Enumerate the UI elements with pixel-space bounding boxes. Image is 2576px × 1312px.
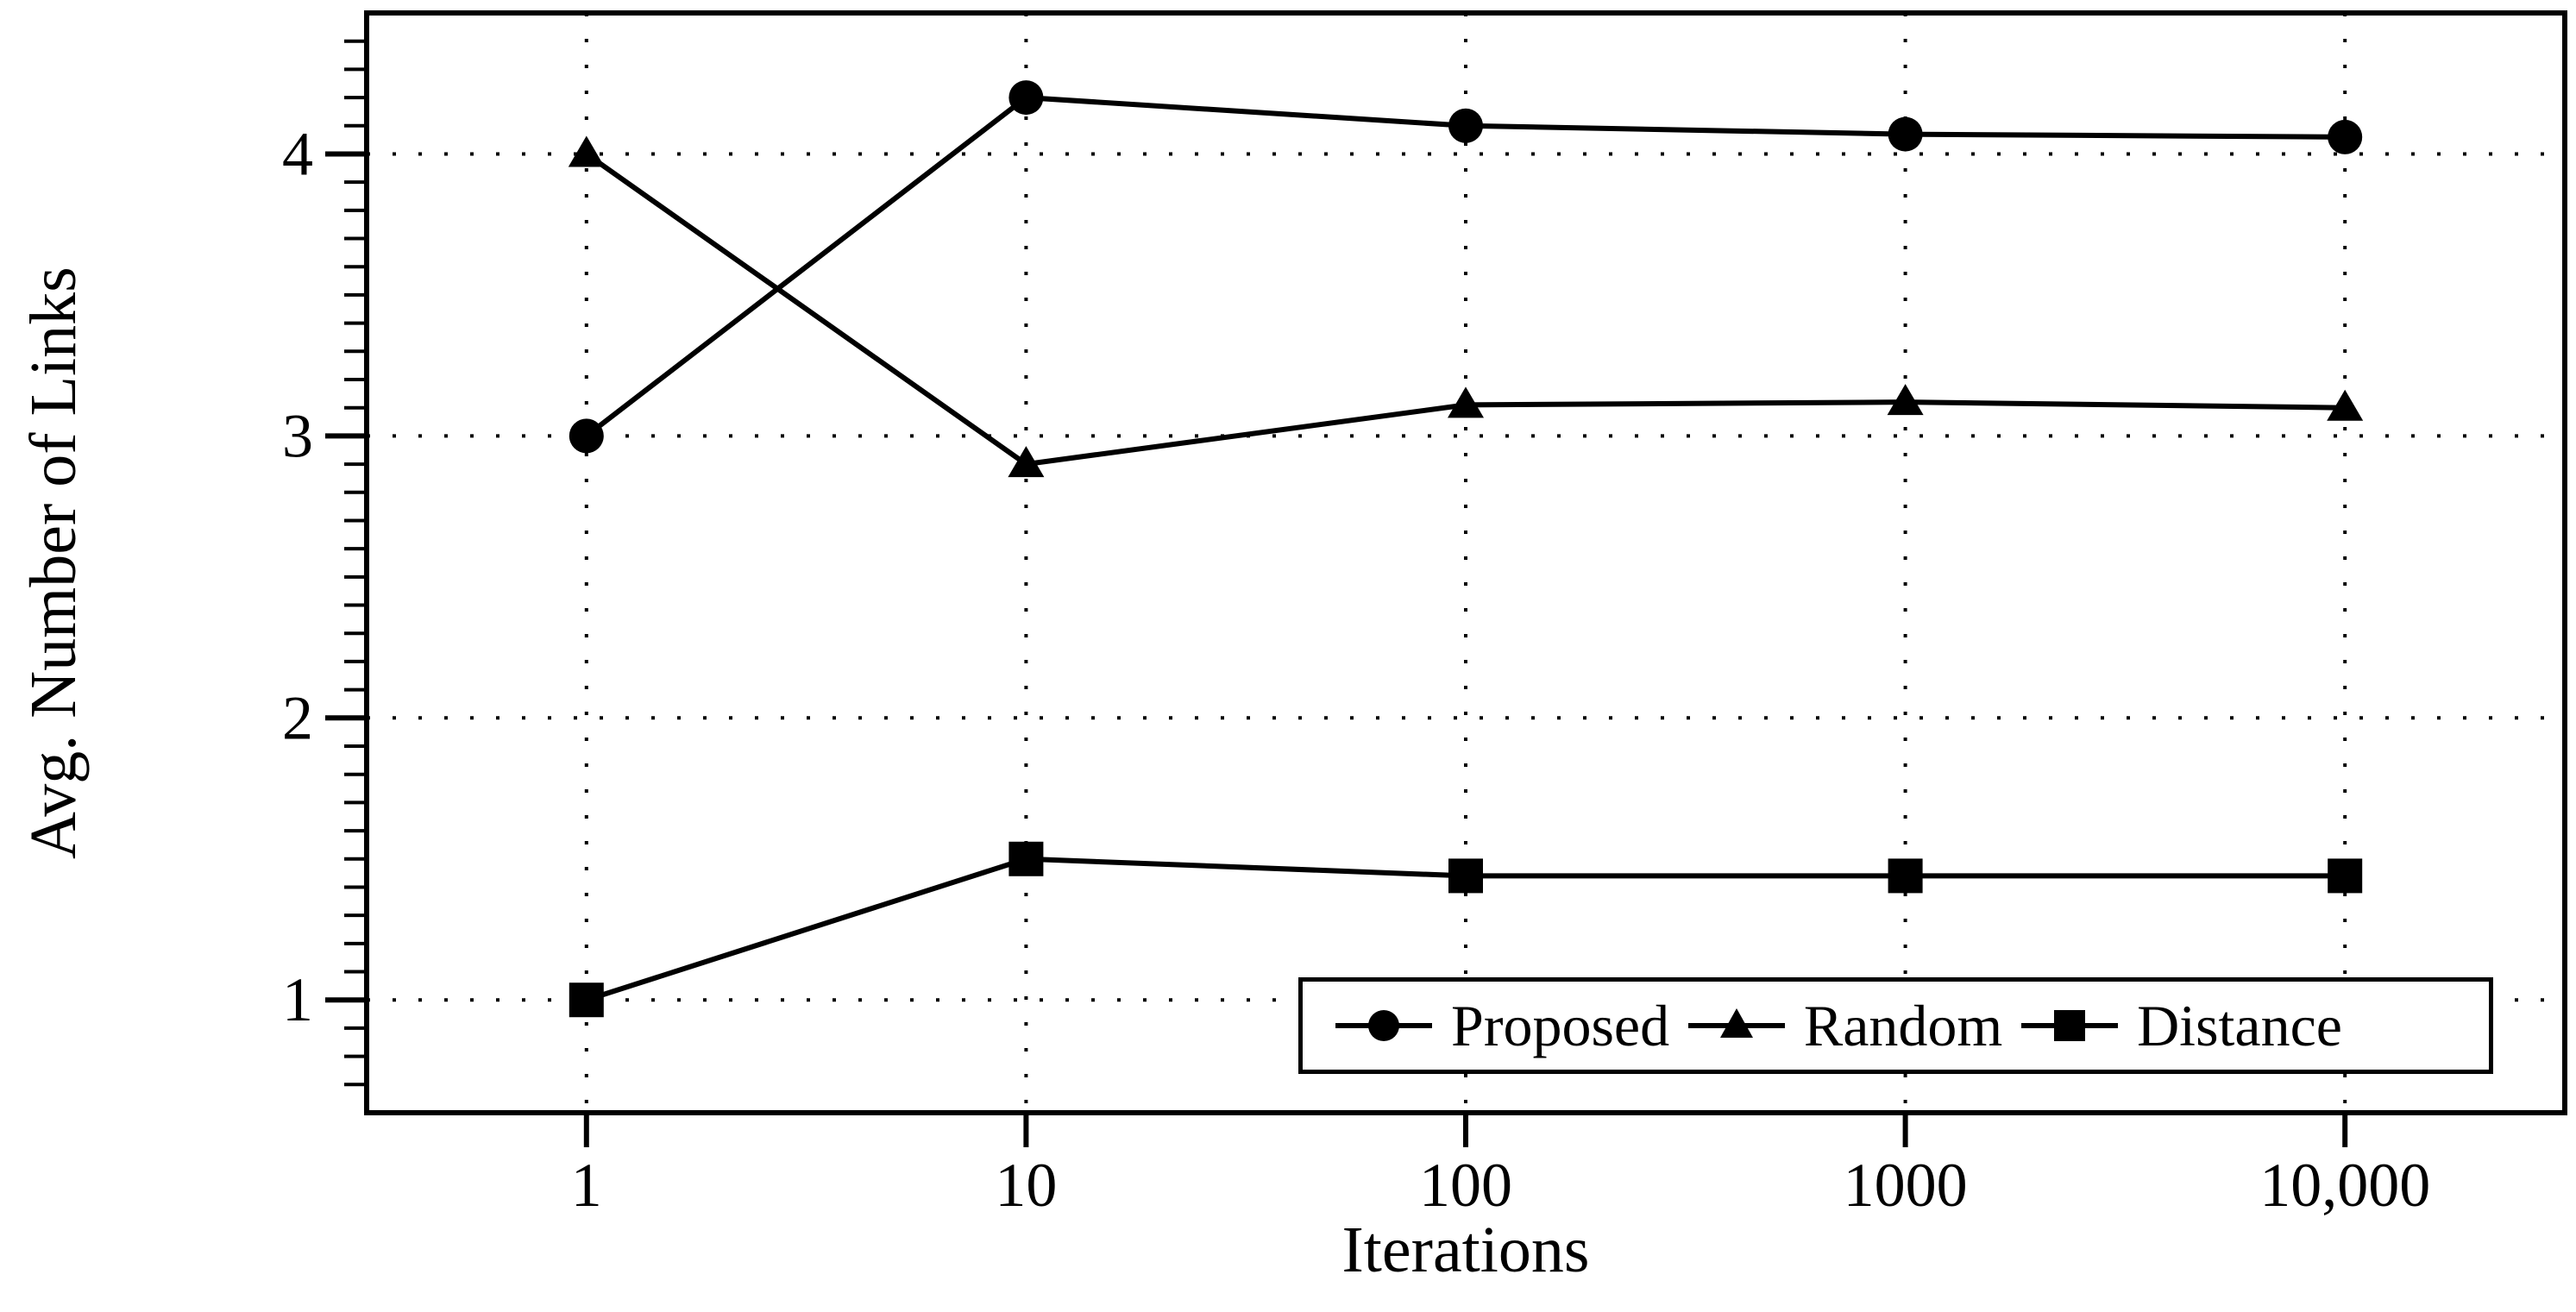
- marker-distance-10: [1008, 841, 1044, 876]
- series-line-proposed: [584, 95, 2346, 438]
- marker-proposed-1: [569, 418, 604, 454]
- chart-legend: Proposed Random Distance: [1298, 977, 2493, 1074]
- legend-entry-proposed: Proposed: [1335, 996, 1669, 1055]
- legend-label-proposed: Proposed: [1451, 993, 1670, 1058]
- marker-random-10: [1008, 446, 1045, 478]
- legend-entry-distance: Distance: [2021, 996, 2342, 1055]
- legend-label-distance: Distance: [2137, 993, 2342, 1058]
- marker-random-100: [1448, 386, 1484, 418]
- square-marker-icon: [2021, 1010, 2119, 1041]
- marker-random-1: [568, 135, 605, 167]
- circle-marker-icon: [1335, 1010, 1432, 1041]
- x-tick-label-10,000: 10,000: [2259, 1151, 2430, 1220]
- marker-proposed-100: [1448, 108, 1483, 143]
- marker-random-1000: [1887, 384, 1924, 416]
- y-tick-label-1: 1: [282, 965, 313, 1034]
- x-tick-label-10: 10: [995, 1151, 1057, 1220]
- marker-proposed-10000: [2328, 119, 2363, 154]
- marker-distance-1: [569, 982, 604, 1018]
- legend-label-random: Random: [1803, 993, 2003, 1058]
- triangle-marker-icon: [1687, 1008, 1785, 1038]
- x-tick-label-1: 1: [571, 1151, 602, 1220]
- y-tick-label-4: 4: [282, 119, 313, 188]
- legend-entry-random: Random: [1687, 993, 2003, 1058]
- marker-proposed-1000: [1888, 116, 1923, 152]
- marker-random-10000: [2327, 389, 2364, 421]
- marker-distance-1000: [1888, 858, 1923, 894]
- y-tick-label-2: 2: [282, 683, 313, 752]
- y-axis-title: Avg. Number of Links: [17, 267, 91, 859]
- y-tick-label-3: 3: [282, 401, 313, 470]
- x-tick-label-1000: 1000: [1844, 1151, 1968, 1220]
- marker-distance-10000: [2328, 858, 2363, 894]
- x-axis-title: Iterations: [1341, 1214, 1590, 1286]
- marker-proposed-10: [1008, 80, 1044, 116]
- x-tick-label-100: 100: [1419, 1151, 1512, 1220]
- marker-distance-100: [1448, 858, 1483, 894]
